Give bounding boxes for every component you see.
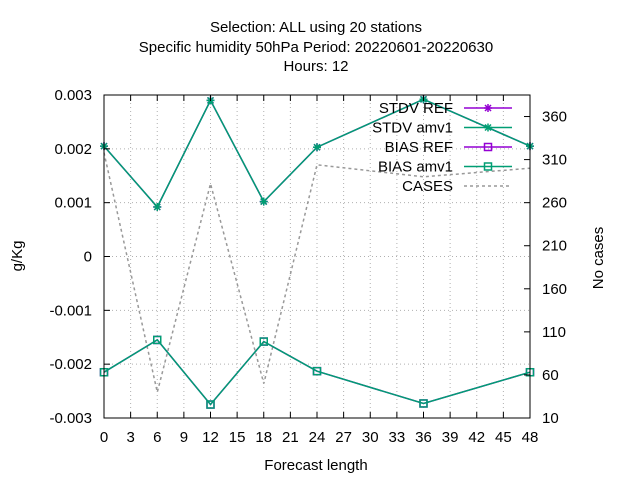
x-tick-label: 15: [229, 429, 246, 446]
x-tick-label: 12: [202, 429, 219, 446]
x-tick-label: 30: [362, 429, 379, 446]
y-tick-label: -0.001: [49, 302, 92, 319]
data-point-3: [312, 366, 322, 376]
x-tick-label: 3: [126, 429, 134, 446]
x-tick-label: 36: [415, 429, 432, 446]
chart-title: Selection: ALL using 20 stations Specifi…: [139, 19, 493, 75]
y2-axis-label: No cases: [590, 227, 607, 290]
legend-marker: [483, 142, 493, 152]
y-tick-label: -0.002: [49, 356, 92, 373]
x-tick-label: 48: [522, 429, 539, 446]
legend-marker: [484, 104, 492, 112]
data-point-3: [153, 335, 162, 345]
data-point-1-stroke: [313, 143, 321, 151]
y2-tick-label: 360: [542, 109, 567, 126]
y-tick-label: 0.002: [54, 141, 92, 158]
x-tick-label: 33: [389, 429, 406, 446]
legend-marker-stroke: [484, 123, 492, 132]
ticks: [103, 94, 531, 419]
x-tick-label: 45: [495, 429, 512, 446]
data-point-1-stroke: [153, 203, 161, 211]
legend-label: STDV REF: [379, 100, 453, 117]
x-axis-label: Forecast length: [264, 457, 367, 474]
y-tick-label: 0: [84, 249, 92, 266]
y2-tick-label: 310: [542, 152, 567, 169]
x-tick-label: 21: [282, 429, 299, 446]
series-line-3: [103, 338, 531, 406]
title-line-3: Hours: 12: [283, 58, 348, 75]
data-point-1-stroke: [260, 198, 268, 206]
data-point-1: [313, 143, 321, 152]
legend-label: BIAS REF: [385, 139, 453, 156]
y-tick-label: -0.003: [49, 410, 92, 427]
series-line-4: [103, 152, 531, 393]
y-tick-label: 0.001: [54, 195, 92, 212]
legend-marker: [484, 123, 492, 132]
data-point-1: [153, 202, 162, 211]
legend-marker: [483, 162, 493, 171]
x-tick-label: 42: [468, 429, 485, 446]
data-point-3: [206, 400, 215, 409]
data-point-3: [419, 399, 428, 408]
x-tick-label: 24: [309, 429, 326, 446]
y2-tick-label: 260: [542, 195, 567, 212]
legend-label: STDV amv1: [372, 120, 453, 137]
y2-tick-label: 210: [542, 238, 567, 255]
y2-tick-label: 60: [542, 367, 559, 384]
x-tick-label: 18: [255, 429, 272, 446]
x-tick-label: 27: [335, 429, 352, 446]
data-point-3: [259, 337, 268, 346]
data-point-1: [259, 197, 268, 206]
title-line-2: Specific humidity 50hPa Period: 20220601…: [139, 39, 493, 56]
y2-tick-label: 160: [542, 281, 567, 298]
legend: STDV REF STDV amv1 BIAS REF BIAS amv1 CASES: [372, 100, 512, 195]
title-line-1: Selection: ALL using 20 stations: [210, 19, 422, 36]
legend-label: BIAS amv1: [378, 159, 453, 176]
legend-label: CASES: [402, 178, 453, 195]
legend-marker-stroke: [484, 104, 492, 112]
tick-labels: 0 3 6 9 12 15 18 21 24 27 30 33 36 39 42 45 480.0030.002…: [49, 87, 567, 446]
y2-tick-label: 110: [542, 324, 566, 341]
y2-tick-label: 10: [542, 410, 559, 427]
x-tick-label: 6: [153, 429, 161, 446]
x-tick-label: 9: [180, 429, 188, 446]
x-tick-label: 0: [100, 429, 108, 446]
x-tick-label: 39: [442, 429, 459, 446]
y-axis-label: g/Kg: [9, 241, 26, 272]
y-tick-label: 0.003: [54, 87, 92, 104]
